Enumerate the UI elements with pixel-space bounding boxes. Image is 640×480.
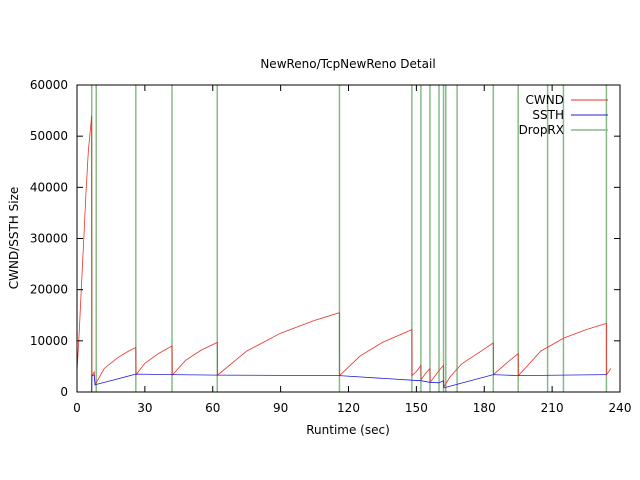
- series-layer: [76, 115, 612, 393]
- x-tick-label: 180: [473, 401, 496, 415]
- legend-label-cwnd: CWND: [526, 93, 564, 107]
- axis-ticks: 0 30 60 90 120 150 180 210 240 0 10000 20000 30000 40…: [30, 78, 632, 415]
- x-tick-label: 0: [73, 401, 81, 415]
- x-tick-label: 30: [137, 401, 152, 415]
- x-tick-label: 90: [273, 401, 288, 415]
- legend-label-droprx: DropRX: [519, 123, 564, 137]
- x-tick-label: 210: [541, 401, 564, 415]
- x-tick-label: 120: [337, 401, 360, 415]
- cwnd-series-line: [76, 115, 612, 389]
- y-tick-label: 20000: [30, 283, 68, 297]
- x-tick-label: 240: [609, 401, 632, 415]
- y-tick-label: 30000: [30, 232, 68, 246]
- y-tick-label: 50000: [30, 129, 68, 143]
- ssth-series-line: [91, 373, 607, 393]
- droprx-lines: [90, 85, 608, 392]
- legend-label-ssth: SSTH: [532, 108, 564, 122]
- x-axis-label: Runtime (sec): [306, 423, 390, 437]
- x-tick-label: 150: [405, 401, 428, 415]
- x-tick-label: 60: [205, 401, 220, 415]
- y-tick-label: 0: [60, 385, 68, 399]
- y-tick-label: 40000: [30, 180, 68, 194]
- y-tick-label: 60000: [30, 78, 68, 92]
- y-tick-label: 10000: [30, 334, 68, 348]
- y-axis-label: CWND/SSTH Size: [7, 187, 21, 290]
- chart-title: NewReno/TcpNewReno Detail: [260, 57, 435, 71]
